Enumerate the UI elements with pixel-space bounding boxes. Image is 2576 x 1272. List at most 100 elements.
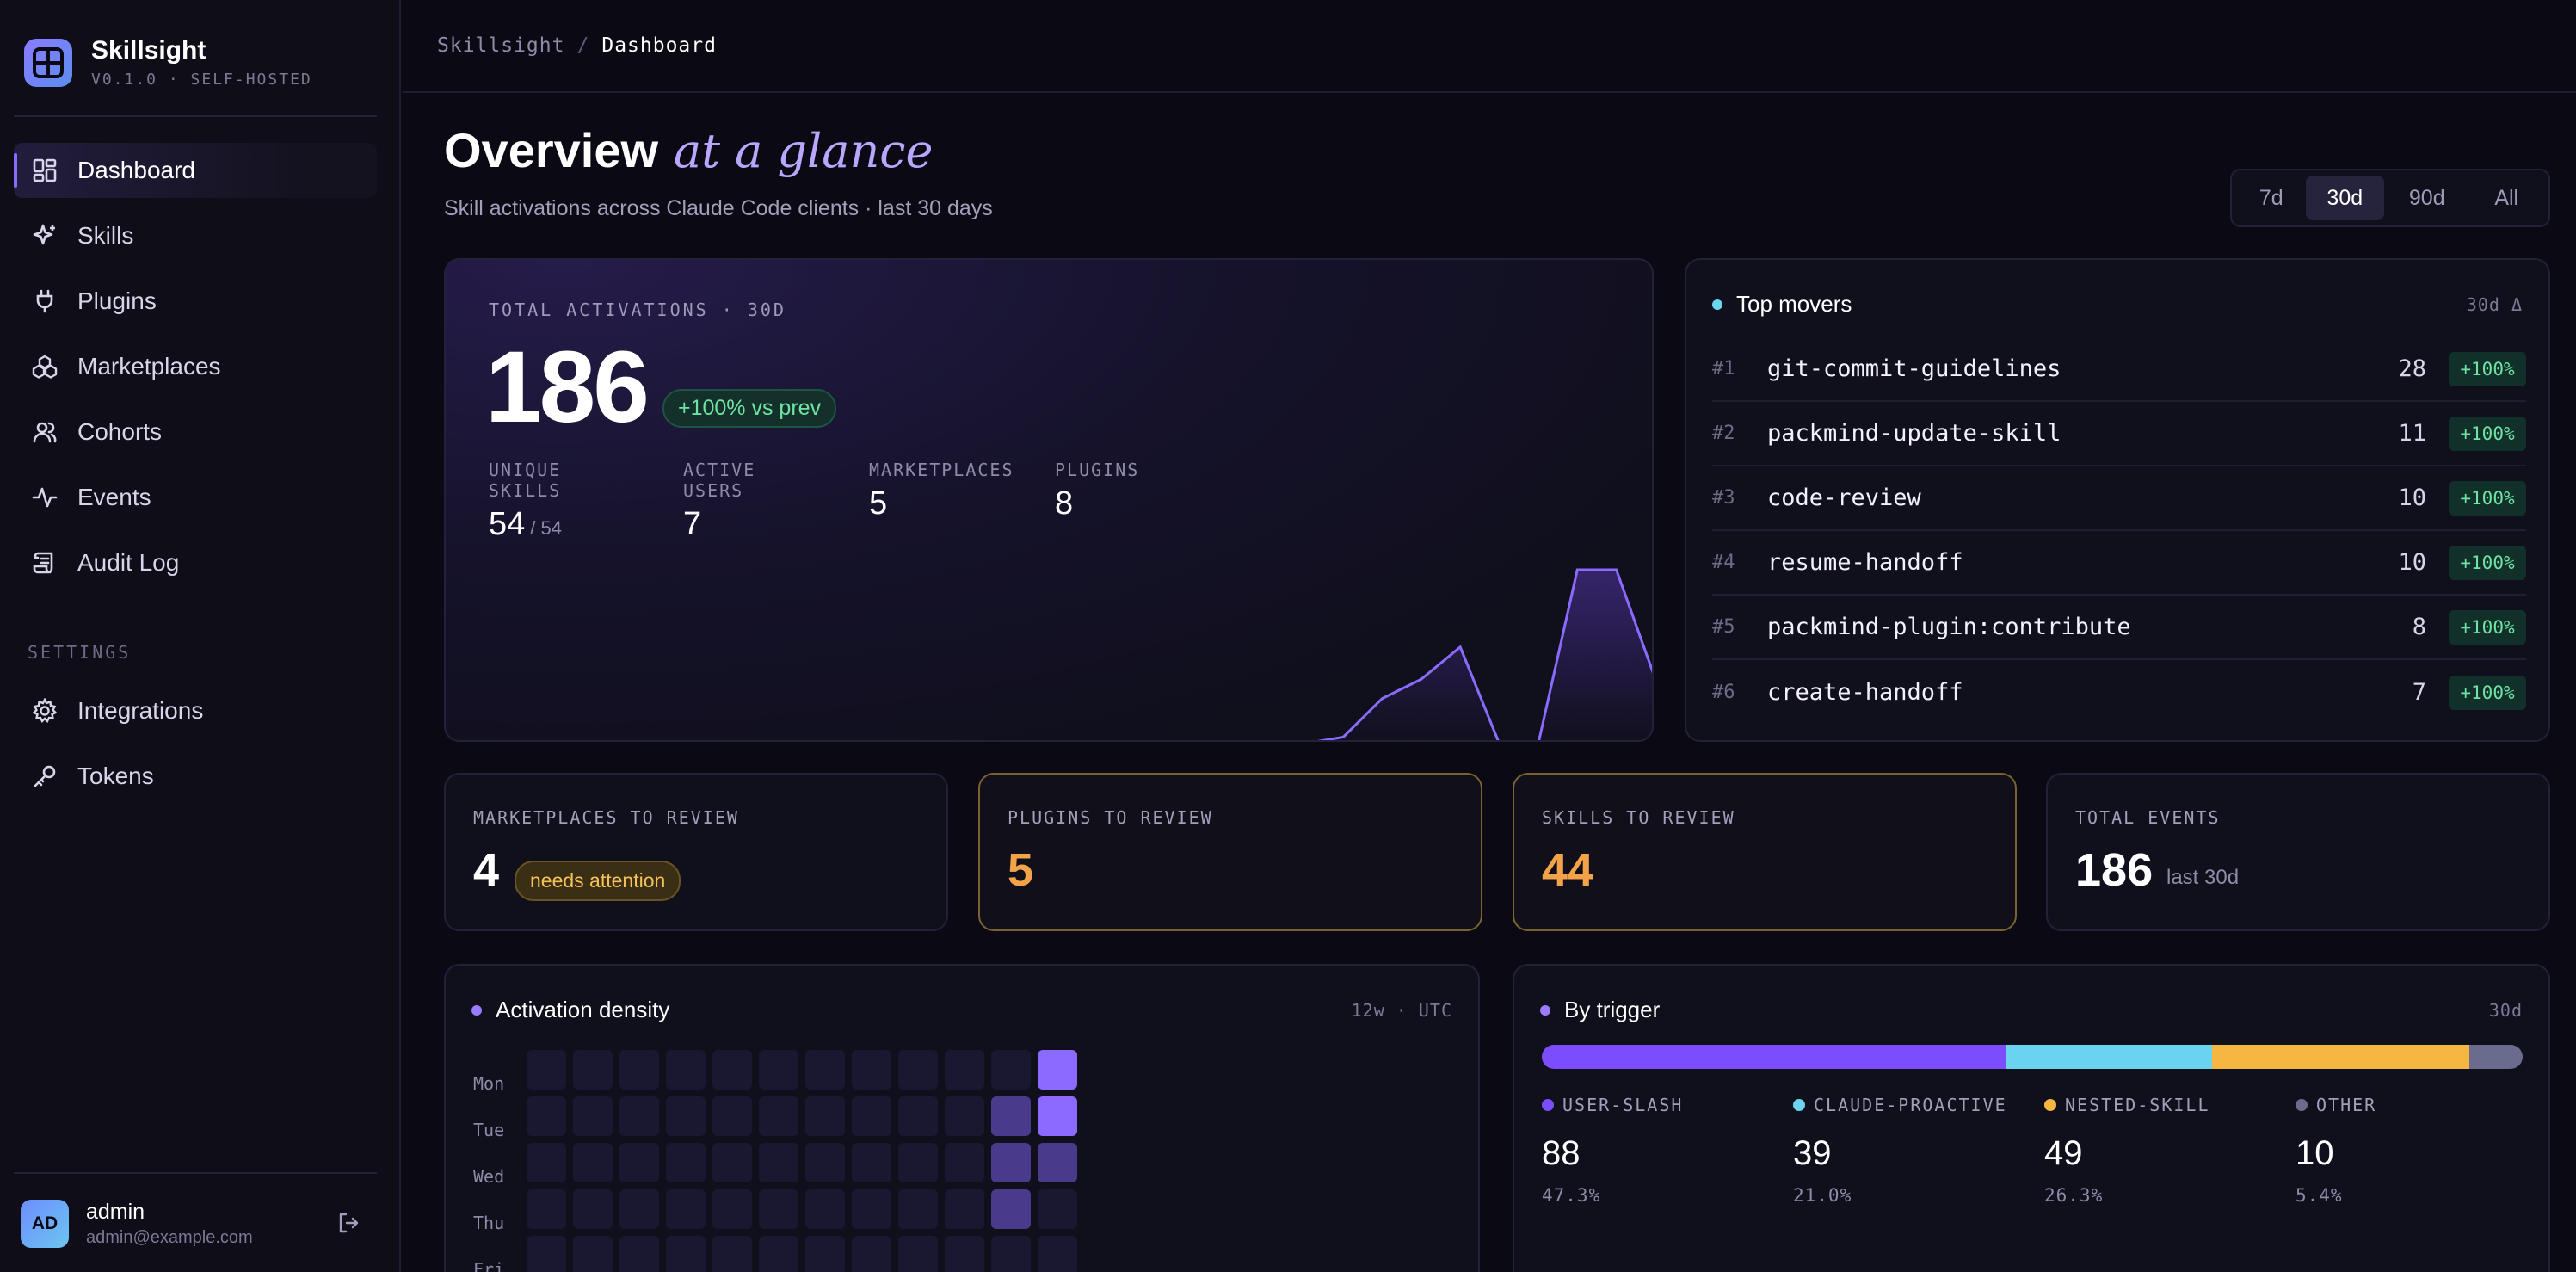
heatmap-cell[interactable] [1038,1189,1077,1229]
day-label: Thu [473,1213,505,1233]
heatmap-cell[interactable] [1038,1236,1077,1272]
heatmap-cell[interactable] [527,1050,566,1090]
trigger-bar-segment[interactable] [2469,1045,2523,1069]
heatmap-cell[interactable] [898,1096,938,1136]
plug-icon [31,287,59,315]
heatmap-cell[interactable] [759,1096,798,1136]
heatmap-cell[interactable] [852,1189,891,1229]
trigger-bar-segment[interactable] [1542,1045,2006,1069]
list-item[interactable]: #4 resume-handoff 10 +100% [1712,531,2526,596]
heatmap-cell[interactable] [619,1143,659,1182]
heatmap-cell[interactable] [573,1096,613,1136]
heatmap-cell[interactable] [1038,1050,1077,1090]
heatmap-cell[interactable] [991,1236,1031,1272]
nav-item-marketplaces[interactable]: Marketplaces [14,339,377,394]
heatmap-cell[interactable] [805,1096,845,1136]
mover-name: git-commit-guidelines [1767,355,2061,382]
total-events-card[interactable]: TOTAL EVENTS 186 last 30d [2046,773,2550,931]
heatmap-cell[interactable] [1038,1096,1077,1136]
list-item[interactable]: #1 git-commit-guidelines 28 +100% [1712,337,2526,402]
heatmap-cell[interactable] [759,1050,798,1090]
range-90d[interactable]: 90d [2408,185,2445,210]
heatmap-cell[interactable] [852,1236,891,1272]
heatmap-cell[interactable] [712,1189,752,1229]
sidebar: Skillsight V0.1.0 · SELF-HOSTED Dashboar… [0,0,401,1272]
range-all[interactable]: All [2494,185,2519,210]
heatmap-cell[interactable] [991,1096,1031,1136]
heatmap-cell[interactable] [573,1143,613,1182]
heatmap-cell[interactable] [898,1189,938,1229]
nav-item-plugins[interactable]: Plugins [14,274,377,329]
day-labels: Mon Tue Wed Thu Fri [473,1060,504,1272]
heatmap-cell[interactable] [805,1050,845,1090]
heatmap-cell[interactable] [666,1050,706,1090]
nav-item-integrations[interactable]: Integrations [14,683,377,738]
heatmap-cell[interactable] [898,1236,938,1272]
list-item[interactable]: #5 packmind-plugin:contribute 8 +100% [1712,596,2526,660]
nav-item-dashboard[interactable]: Dashboard [14,143,377,198]
heatmap-cell[interactable] [712,1143,752,1182]
heatmap-cell[interactable] [898,1050,938,1090]
heatmap-cell[interactable] [945,1189,984,1229]
nav-item-tokens[interactable]: Tokens [14,749,377,804]
marketplaces-to-review-card[interactable]: MARKETPLACES TO REVIEW 4 needs attention [444,773,948,931]
heatmap-cell[interactable] [991,1143,1031,1182]
brand[interactable]: Skillsight V0.1.0 · SELF-HOSTED [24,36,312,89]
heatmap-cell[interactable] [852,1050,891,1090]
list-item[interactable]: #6 create-handoff 7 +100% [1712,660,2526,725]
heatmap-cell[interactable] [619,1050,659,1090]
heatmap-cell[interactable] [712,1096,752,1136]
heatmap-cell[interactable] [991,1050,1031,1090]
heatmap-cell[interactable] [619,1189,659,1229]
list-item[interactable]: #2 packmind-update-skill 11 +100% [1712,402,2526,466]
heatmap-cell[interactable] [666,1236,706,1272]
list-item[interactable]: #3 code-review 10 +100% [1712,466,2526,531]
heatmap-cell[interactable] [759,1236,798,1272]
nav-item-events[interactable]: Events [14,470,377,525]
stat-value: 8 [1055,485,1074,522]
plugins-to-review-card[interactable]: PLUGINS TO REVIEW 5 [978,773,1482,931]
heatmap-cell[interactable] [573,1050,613,1090]
nav-item-skills[interactable]: Skills [14,208,377,263]
heatmap-cell[interactable] [573,1236,613,1272]
heatmap-cell[interactable] [527,1189,566,1229]
user-profile[interactable]: AD admin admin@example.com [21,1200,365,1248]
trigger-bar-segment[interactable] [2006,1045,2212,1069]
nav-item-cohorts[interactable]: Cohorts [14,404,377,460]
heatmap-cell[interactable] [945,1050,984,1090]
top-movers-title: Top movers [1712,291,1852,318]
heatmap-cell[interactable] [945,1143,984,1182]
heatmap-cell[interactable] [619,1236,659,1272]
heatmap-cell[interactable] [573,1189,613,1229]
heatmap-cell[interactable] [666,1143,706,1182]
breadcrumb-root[interactable]: Skillsight [437,34,565,57]
heatmap-cell[interactable] [1038,1143,1077,1182]
heatmap-cell[interactable] [852,1143,891,1182]
heatmap-cell[interactable] [945,1096,984,1136]
heatmap-cell[interactable] [805,1236,845,1272]
heatmap-cell[interactable] [527,1236,566,1272]
range-30d[interactable]: 30d [2305,176,2385,220]
heatmap-cell[interactable] [805,1143,845,1182]
heatmap-cell[interactable] [619,1096,659,1136]
heatmap-cell[interactable] [666,1189,706,1229]
heatmap-cell[interactable] [805,1189,845,1229]
trigger-bar-segment[interactable] [2211,1045,2470,1069]
heatmap-cell[interactable] [712,1236,752,1272]
heatmap-cell[interactable] [759,1189,798,1229]
heatmap-cell[interactable] [527,1096,566,1136]
density-title: Activation density [471,997,669,1023]
heatmap-cell[interactable] [852,1096,891,1136]
heatmap-cell[interactable] [712,1050,752,1090]
range-7d[interactable]: 7d [2259,185,2283,210]
heatmap-cell[interactable] [759,1143,798,1182]
heatmap-cell[interactable] [898,1143,938,1182]
heatmap-cell[interactable] [991,1189,1031,1229]
skills-to-review-card[interactable]: SKILLS TO REVIEW 44 [1513,773,2017,931]
logout-icon[interactable] [336,1210,363,1238]
heatmap-cell[interactable] [666,1096,706,1136]
nav-item-audit-log[interactable]: Audit Log [14,535,377,590]
heatmap-cell[interactable] [945,1236,984,1272]
stat-suffix: / 54 [530,517,562,539]
heatmap-cell[interactable] [527,1143,566,1182]
